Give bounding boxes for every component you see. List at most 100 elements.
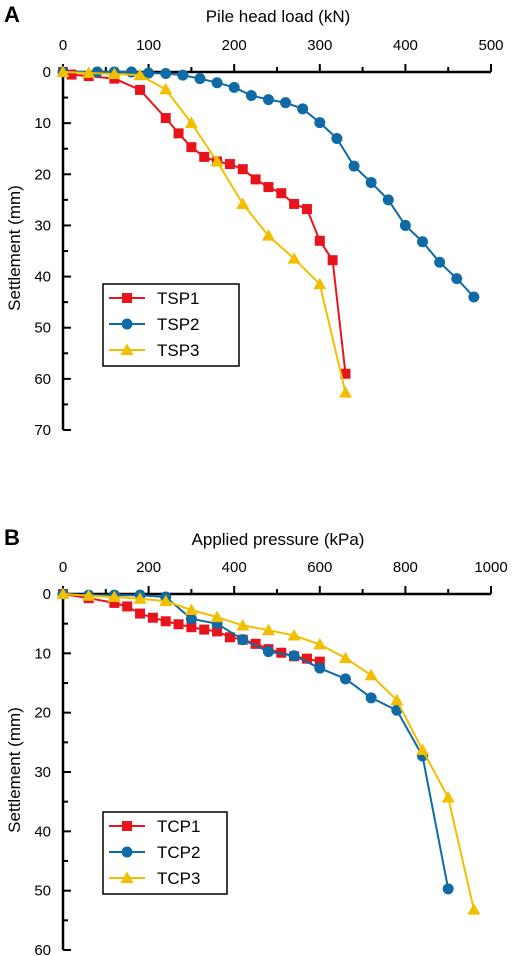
tcp2-data-point — [288, 650, 300, 662]
tcp1-data-point — [160, 616, 171, 627]
legend-tcp2-label: TCP2 — [157, 843, 200, 862]
tcp3-data-point — [82, 589, 96, 601]
tcp1-data-point — [173, 619, 184, 630]
tcp2-data-point — [442, 883, 454, 895]
tsp1-data-point — [250, 174, 261, 185]
tcp3-data-point — [159, 594, 173, 607]
panel-a-label: A — [4, 2, 20, 27]
tsp1-data-point — [340, 368, 351, 379]
tsp1-data-point — [263, 182, 274, 193]
x-tick-label: 400 — [393, 37, 418, 54]
tsp1-data-point — [66, 69, 77, 80]
tcp1-data-point — [186, 622, 197, 633]
tsp1-data-point — [173, 128, 184, 139]
y-tick-label: 60 — [34, 942, 51, 956]
tcp3-data-point — [210, 610, 224, 623]
tsp2-data-point — [143, 67, 155, 79]
tsp2-data-point — [262, 94, 274, 106]
tcp3-data-point — [313, 637, 327, 650]
y-tick-label: 40 — [34, 269, 51, 286]
tsp3-data-point — [338, 386, 352, 398]
panel-b-legend: TCP1 TCP2 TCP3 — [102, 811, 228, 895]
y-tick-label: 60 — [34, 371, 51, 388]
tsp1-data-point — [289, 198, 300, 209]
y-tick-label: 50 — [34, 320, 51, 337]
tcp3-data-point — [56, 587, 70, 599]
tcp1-data-point — [135, 608, 146, 619]
y-tick-label: 0 — [43, 586, 51, 603]
tcp1-data-point — [212, 626, 223, 637]
tcp2-data-point — [185, 613, 197, 625]
tcp1-data-point — [250, 638, 261, 649]
tsp2-data-point — [228, 81, 240, 93]
tsp2-data-point — [314, 117, 326, 129]
x-tick-label: 300 — [307, 37, 332, 54]
panel-b-chart: B Applied pressure (kPa) Settlement (mm)… — [4, 525, 508, 956]
y-tick-label: 10 — [34, 115, 51, 132]
legend-tcp1-label: TCP1 — [157, 817, 200, 836]
x-tick-label: 0 — [59, 559, 67, 576]
tsp3-data-point — [56, 65, 70, 77]
tsp2-data-point — [331, 132, 343, 144]
x-tick-label: 0 — [59, 37, 67, 54]
tcp3-data-point — [467, 903, 481, 915]
tsp3-data-point — [107, 67, 121, 80]
panel-a-y-axis-title: Settlement (mm) — [5, 185, 24, 311]
tcp2-data-point — [314, 662, 326, 674]
tsp1-data-point — [135, 84, 146, 95]
legend-tcp3-marker — [120, 871, 134, 883]
panel-a-series — [56, 65, 480, 398]
legend-tsp2-marker — [121, 318, 133, 330]
tcp3-data-point — [287, 629, 301, 641]
tsp3-data-point — [159, 82, 173, 95]
panel-b-axes — [61, 592, 491, 950]
tsp2-data-point — [399, 219, 411, 231]
tcp1-data-point — [314, 656, 325, 667]
x-tick-label: 500 — [478, 37, 503, 54]
tsp2-data-point — [451, 273, 463, 285]
x-tick-label: 800 — [393, 559, 418, 576]
tcp3-data-point — [416, 743, 430, 756]
tsp2-data-point — [365, 176, 377, 188]
legend-tcp3-label: TCP3 — [157, 869, 200, 888]
tsp1-data-point — [186, 142, 197, 153]
x-tick-label: 400 — [222, 559, 247, 576]
panel-a-x-axis-title: Pile head load (kN) — [206, 7, 351, 26]
panel-a-axes — [61, 70, 491, 430]
tsp2-data-point — [245, 90, 257, 102]
tsp1-data-point — [237, 164, 248, 175]
tsp1-data-point — [224, 159, 235, 170]
tcp2-series-line — [62, 593, 450, 890]
tcp1-data-point — [147, 612, 158, 623]
tcp1-data-point — [301, 653, 312, 664]
panel-b-x-axis-title: Applied pressure (kPa) — [192, 530, 365, 549]
tsp1-data-point — [314, 235, 325, 246]
tsp3-data-point — [184, 116, 198, 129]
tcp3-data-point — [107, 590, 121, 602]
tsp2-data-point — [91, 66, 103, 78]
tsp2-data-point — [348, 160, 360, 172]
tcp1-data-point — [109, 597, 120, 608]
panel-b-ticks: 0 200 400 600 800 1000 0 10 20 30 40 50 60 — [34, 559, 507, 956]
legend-tcp1-marker — [122, 821, 132, 831]
tcp1-data-point — [122, 601, 133, 612]
legend-tsp3-marker — [120, 343, 134, 355]
tsp2-data-point — [211, 77, 223, 89]
x-tick-label: 1000 — [474, 559, 507, 576]
tcp2-data-point — [339, 673, 351, 685]
tsp3-data-point — [313, 277, 327, 290]
legend-tsp3-label: TSP3 — [157, 341, 200, 360]
legend-tsp1-label: TSP1 — [157, 289, 200, 308]
tsp3-data-point — [236, 197, 250, 209]
tcp3-data-point — [133, 592, 147, 604]
panel-b-y-axis-title: Settlement (mm) — [5, 707, 24, 833]
x-tick-label: 100 — [136, 37, 161, 54]
tsp1-data-point — [301, 204, 312, 215]
y-tick-label: 50 — [34, 883, 51, 900]
y-tick-label: 10 — [34, 645, 51, 662]
y-tick-label: 20 — [34, 705, 51, 722]
tsp2-data-point — [280, 97, 292, 109]
tcp2-data-point — [262, 646, 274, 658]
tcp3-data-point — [338, 651, 352, 664]
tsp2-data-point — [160, 68, 172, 80]
